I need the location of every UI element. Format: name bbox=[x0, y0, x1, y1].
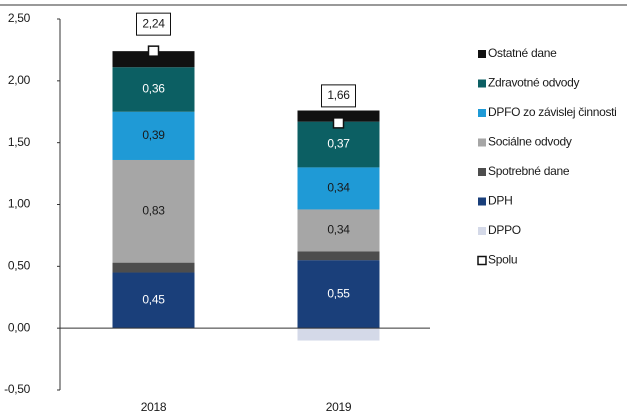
legend-swatch bbox=[478, 138, 486, 147]
bar-segment bbox=[297, 209, 380, 252]
legend-label: DPPO bbox=[488, 223, 521, 237]
legend-swatch bbox=[478, 168, 486, 176]
bar-segment bbox=[112, 272, 195, 329]
legend-label: Ostatné dane bbox=[488, 46, 557, 60]
legend-swatch bbox=[478, 109, 486, 117]
y-tick-label: -0,50 bbox=[4, 382, 30, 396]
legend-label: DPFO zo závislej činnosti bbox=[488, 105, 617, 119]
legend-label: Spolu bbox=[488, 253, 517, 267]
x-tick-label: 2019 bbox=[326, 400, 352, 414]
legend-label: Sociálne odvody bbox=[488, 135, 572, 149]
data-label: 0,34 bbox=[327, 223, 350, 237]
bar-segment bbox=[297, 110, 380, 122]
total-label: 1,66 bbox=[327, 88, 350, 102]
legend-label: Spotrebné dane bbox=[488, 164, 570, 178]
y-tick-label: 0,00 bbox=[8, 320, 31, 334]
total-label-box bbox=[321, 84, 356, 108]
y-tick-label: 0,50 bbox=[8, 259, 31, 273]
legend-swatch bbox=[478, 227, 486, 235]
legend-swatch bbox=[478, 79, 486, 88]
y-tick-label: 2,00 bbox=[8, 73, 31, 87]
total-label-box bbox=[136, 12, 171, 36]
bar-segment bbox=[112, 67, 195, 112]
legend-swatch bbox=[478, 197, 486, 206]
bar-segment bbox=[297, 260, 380, 329]
legend-label: Zdravotné odvody bbox=[488, 76, 580, 90]
x-tick-label: 2018 bbox=[141, 400, 167, 414]
data-label: 0,37 bbox=[327, 137, 350, 151]
data-label: 0,45 bbox=[142, 293, 165, 307]
legend-label: DPH bbox=[488, 194, 512, 208]
data-label: 0,83 bbox=[142, 203, 165, 217]
bar-segment bbox=[297, 251, 380, 261]
bar-segment bbox=[112, 51, 195, 68]
y-tick-label: 1,50 bbox=[8, 135, 31, 149]
total-label: 2,24 bbox=[142, 16, 165, 30]
legend-swatch bbox=[478, 50, 486, 58]
bar-segment bbox=[112, 262, 195, 273]
data-label: 0,34 bbox=[327, 181, 350, 195]
y-tick-label: 1,00 bbox=[8, 197, 31, 211]
data-label: 0,55 bbox=[327, 286, 350, 300]
data-label: 0,36 bbox=[142, 82, 165, 96]
bar-segment bbox=[297, 121, 380, 168]
data-label: 0,39 bbox=[142, 128, 165, 142]
bar-segment bbox=[112, 159, 195, 263]
y-tick-label: 2,50 bbox=[8, 11, 31, 25]
bar-segment bbox=[297, 328, 380, 341]
legend-swatch bbox=[477, 255, 487, 266]
bar-segment bbox=[112, 111, 195, 160]
bar-segment bbox=[297, 167, 380, 210]
total-marker bbox=[332, 117, 345, 129]
total-marker bbox=[147, 45, 160, 57]
